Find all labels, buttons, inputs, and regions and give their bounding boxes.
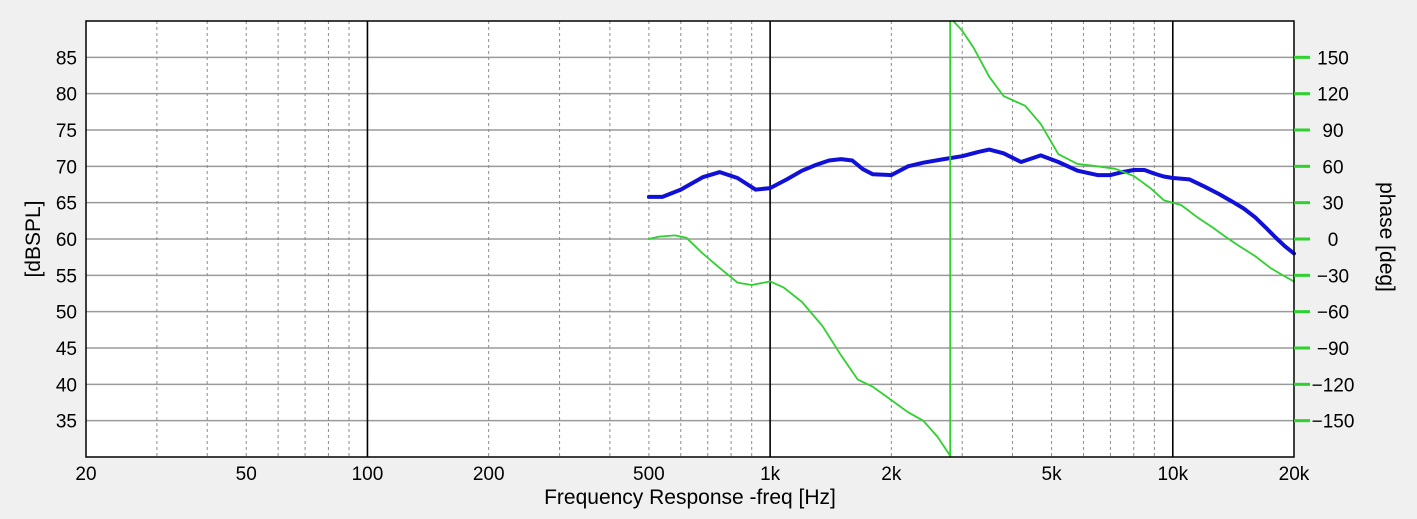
y-tick-label: 75 (56, 121, 77, 142)
y-tick-label: 40 (56, 375, 77, 396)
grid (86, 21, 1294, 457)
x-tick-label: 10k (1157, 464, 1188, 485)
x-tick-label: 20k (1279, 464, 1310, 485)
y2-tick-label: 120 (1317, 85, 1349, 106)
y2-tick-label: −30 (1317, 266, 1349, 287)
y-tick-label: 70 (56, 157, 77, 178)
y2-tick-label: −90 (1317, 339, 1349, 360)
y-tick-label: 85 (56, 48, 77, 69)
x-tick-label: 50 (236, 464, 257, 485)
y2-tick-label: 30 (1322, 194, 1343, 215)
x-tick-label: 2k (881, 464, 902, 485)
y2-tick-label: 60 (1322, 157, 1343, 178)
y-tick-label: 65 (56, 194, 77, 215)
x-tick-label: 1k (760, 464, 781, 485)
y2-tick-label: −60 (1317, 303, 1349, 324)
x-tick-label: 20 (75, 464, 96, 485)
y-axis-title: [dBSPL] (22, 200, 45, 277)
x-tick-label: 100 (352, 464, 384, 485)
y-tick-label: 50 (56, 303, 77, 324)
x-tick-label: 200 (473, 464, 505, 485)
x-tick-label: 5k (1042, 464, 1063, 485)
x-tick-label: 500 (633, 464, 665, 485)
x-axis-title: Frequency Response -freq [Hz] (544, 486, 836, 509)
y2-axis-title: phase [deg] (1375, 182, 1398, 292)
y-tick-label: 55 (56, 266, 77, 287)
tick-labels: 35 40 45 50 55 60 65 70 75 80 85 −150 −120 −90 −60 −30 0… (56, 48, 1355, 485)
y2-tick-label: 150 (1317, 48, 1349, 69)
y2-tick-label: −150 (1312, 412, 1355, 433)
y-tick-label: 45 (56, 339, 77, 360)
y2-tick-label: 0 (1328, 230, 1339, 251)
y2-tick-label: −120 (1312, 375, 1355, 396)
y-tick-label: 80 (56, 85, 77, 106)
curves (646, 20, 1296, 457)
phase-curve (952, 20, 1295, 283)
y2-tick-label: 90 (1322, 121, 1343, 142)
phase-curve (648, 234, 952, 457)
y-tick-label: 60 (56, 230, 77, 251)
spl-curve (646, 147, 1296, 256)
y-tick-label: 35 (56, 412, 77, 433)
